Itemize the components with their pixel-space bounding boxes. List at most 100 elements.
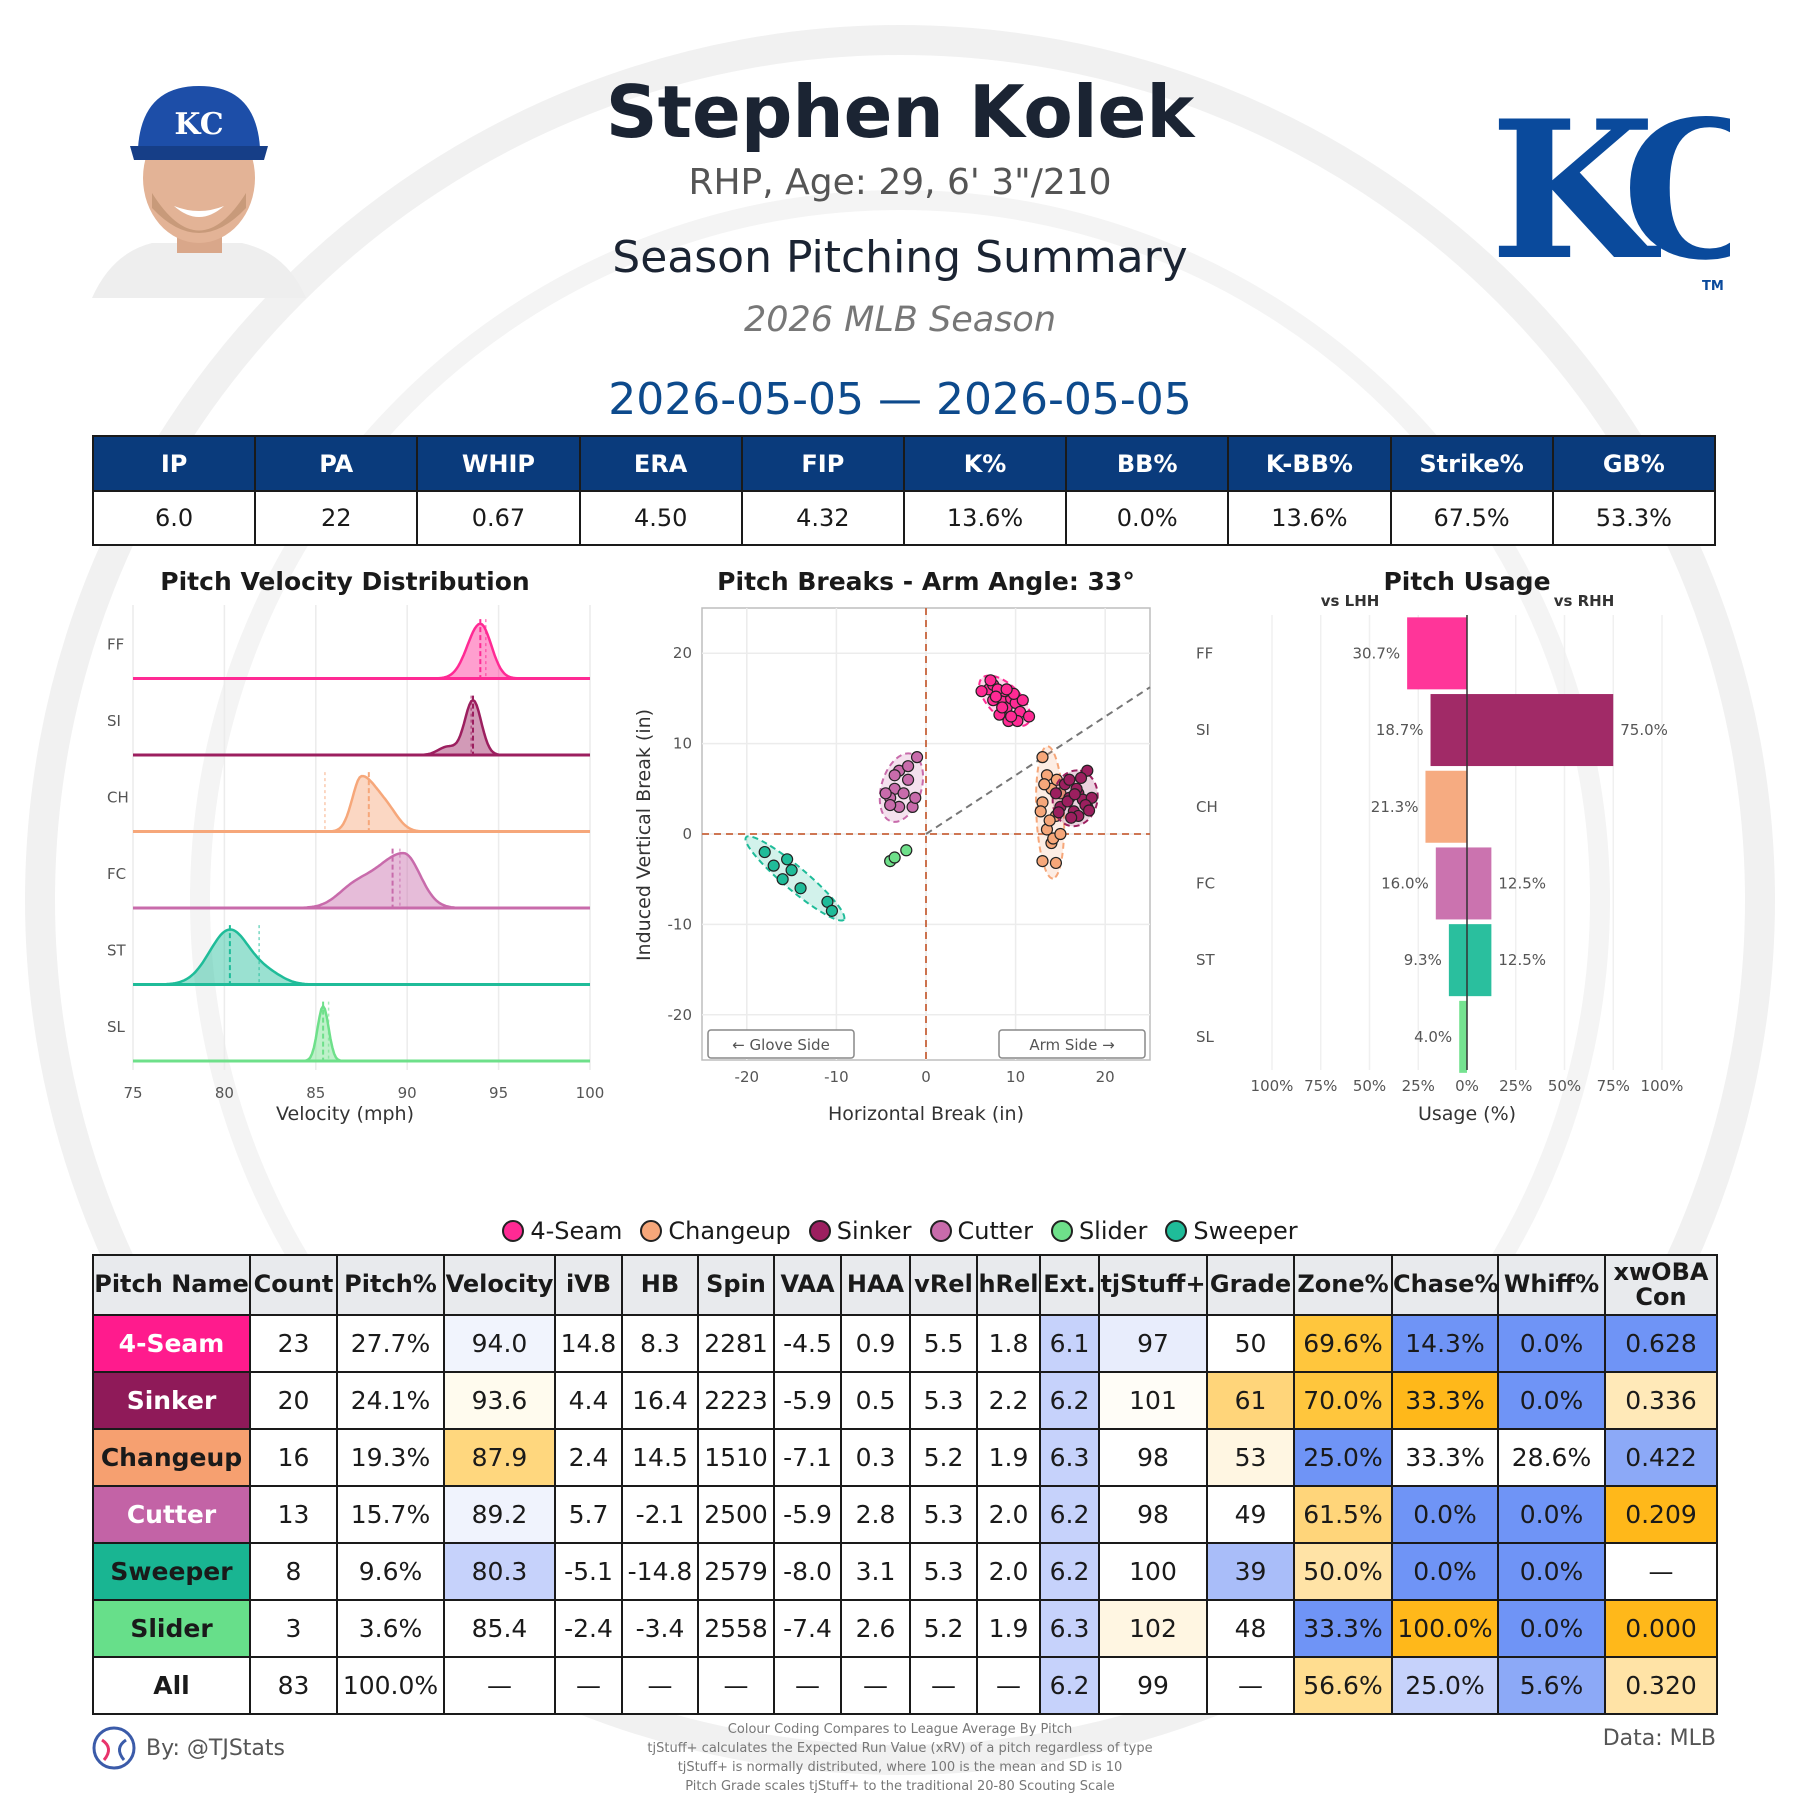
pitch-cell-vaa: -5.9 xyxy=(773,1371,842,1430)
usage-bar-lhh xyxy=(1448,924,1467,997)
pitch-cell-ext-: 6.3 xyxy=(1039,1428,1100,1487)
usage-row-fc: FC 16.0% 12.5% xyxy=(1196,847,1546,920)
pitch-cell-xwoba-con: 0.209 xyxy=(1604,1485,1718,1544)
breaks-point-ch xyxy=(1049,856,1063,870)
stats-header-bb-: BB% xyxy=(1065,435,1230,491)
stats-header-row: IP PA WHIP ERA FIP K% BB% K-BB% Strike% GB% xyxy=(91,435,1717,491)
pitch-cell-whiff-: 5.6% xyxy=(1497,1656,1606,1715)
pitch-cell-chase-: 14.3% xyxy=(1391,1314,1499,1373)
pitch-cell-xwoba-con: 0.000 xyxy=(1604,1599,1718,1658)
usage-row-ff: FF 30.7% xyxy=(1196,617,1467,690)
usage-bar-lhh xyxy=(1407,617,1467,690)
legend-marker xyxy=(640,1220,663,1242)
pitch-cell-whiff-: 0.0% xyxy=(1497,1542,1606,1601)
legend-item-fc: Cutter xyxy=(929,1217,1033,1245)
footer-note: tjStuff+ is normally distributed, where … xyxy=(677,1760,1123,1775)
velocity-row-label: ST xyxy=(107,941,127,959)
pitch-cell-grade: — xyxy=(1206,1656,1295,1715)
pitch-cell-pitch-: 9.6% xyxy=(336,1542,445,1601)
pitch-row-fc: Cutter 13 15.7% 89.2 5.7 -2.1 2500 -5.9 2.8 5.3 2.… xyxy=(92,1485,1718,1544)
pitch-cell-spin: 2558 xyxy=(697,1599,775,1658)
summary-title: Season Pitching Summary xyxy=(612,232,1188,283)
legend-marker xyxy=(1050,1220,1073,1242)
breaks-point-fc xyxy=(897,787,910,800)
breaks-point-ff xyxy=(984,674,997,687)
stats-header-k-: K% xyxy=(902,435,1068,491)
pitch-cell-vrel: 5.2 xyxy=(909,1599,978,1658)
pitch-col-ivb: iVB xyxy=(554,1254,623,1316)
breaks-point-st xyxy=(825,904,839,917)
breaks-point-ff xyxy=(975,685,988,698)
pitch-row-si: Sinker 20 24.1% 93.6 4.4 16.4 2223 -5.9 0.5 5.3 2.… xyxy=(92,1371,1718,1430)
pitch-col-velocity: Velocity xyxy=(443,1254,556,1316)
stats-header-whip: WHIP xyxy=(416,435,581,491)
velocity-row-sl: SL xyxy=(107,1001,590,1063)
pitch-col-tjstuff-: tjStuff+ xyxy=(1098,1254,1208,1316)
pitch-cell-spin: — xyxy=(697,1656,775,1715)
svg-text:Arm Side →: Arm Side → xyxy=(1029,1036,1114,1054)
pitch-cell-grade: 39 xyxy=(1206,1542,1295,1601)
usage-bar-lhh xyxy=(1435,847,1467,920)
pitch-col-hrel: hRel xyxy=(976,1254,1041,1316)
breaks-series-st xyxy=(744,835,846,922)
pitch-cell-ext-: 6.3 xyxy=(1039,1599,1100,1658)
velocity-row-ff: FF xyxy=(107,619,590,680)
pitch-cell-xwoba-con: 0.628 xyxy=(1604,1314,1718,1373)
pitch-cell-vaa: -8.0 xyxy=(773,1542,842,1601)
usage-chart-title: Pitch Usage xyxy=(1383,567,1550,596)
team-logo-lettering: KC xyxy=(1490,82,1730,302)
pitch-cell-vrel: 5.3 xyxy=(909,1542,978,1601)
trademark-mark: TM xyxy=(1702,279,1724,294)
pitch-cell-zone-: 33.3% xyxy=(1293,1599,1393,1658)
breaks-series-sl xyxy=(884,844,913,868)
velocity-x-tick: 95 xyxy=(489,1084,508,1102)
pitch-col-spin: Spin xyxy=(697,1254,775,1316)
stats-header-k-bb-: K-BB% xyxy=(1227,435,1392,491)
stats-header-gb-: GB% xyxy=(1551,435,1717,491)
legend-label: 4-Seam xyxy=(530,1217,623,1245)
pitch-cell-hb: — xyxy=(621,1656,699,1715)
breaks-point-st xyxy=(794,882,807,895)
stats-value-k-: 13.6% xyxy=(902,490,1068,546)
pitch-cell-ext-: 6.1 xyxy=(1039,1314,1100,1373)
breaks-x-tick: -10 xyxy=(824,1068,849,1086)
footer-note: Pitch Grade scales tjStuff+ to the tradi… xyxy=(685,1779,1115,1794)
breaks-y-tick: 0 xyxy=(682,825,692,843)
pitch-cell-grade: 61 xyxy=(1206,1371,1295,1430)
velocity-row-label: SI xyxy=(107,712,121,730)
breaks-point-fc xyxy=(884,798,897,812)
pitch-cell-velocity: 94.0 xyxy=(443,1314,556,1373)
breaks-point-ff xyxy=(996,701,1009,714)
arm-side-label: Arm Side → xyxy=(998,1029,1146,1059)
breaks-point-sl xyxy=(888,851,901,864)
pitch-cell-hrel: — xyxy=(976,1656,1041,1715)
pitch-cell-vrel: 5.2 xyxy=(909,1428,978,1487)
breaks-point-st xyxy=(781,853,794,866)
pitch-cell-vaa: -7.1 xyxy=(773,1428,842,1487)
velocity-x-tick: 80 xyxy=(215,1084,234,1102)
pitch-cell-hrel: 2.0 xyxy=(976,1542,1041,1601)
legend-marker xyxy=(1165,1220,1188,1242)
svg-text:← Glove Side: ← Glove Side xyxy=(732,1036,830,1054)
pitch-cell-grade: 48 xyxy=(1206,1599,1295,1658)
breaks-point-si xyxy=(1082,804,1096,817)
usage-row-label: CH xyxy=(1196,798,1218,816)
pitch-col-grade: Grade xyxy=(1206,1254,1295,1316)
legend-label: Sweeper xyxy=(1193,1217,1298,1245)
pitch-cell-tjstuff-: 102 xyxy=(1098,1599,1208,1658)
stats-header-strike-: Strike% xyxy=(1389,435,1554,491)
velocity-x-tick: 75 xyxy=(123,1084,142,1102)
pitch-cell-hrel: 1.9 xyxy=(976,1428,1041,1487)
velocity-row-fc: FC xyxy=(107,848,590,910)
pitch-cell-vaa: -4.5 xyxy=(773,1314,842,1373)
stats-header-era: ERA xyxy=(578,435,743,491)
breaks-point-ch xyxy=(1043,814,1056,827)
pitch-cell-hb: 8.3 xyxy=(621,1314,699,1373)
breaks-point-st xyxy=(785,864,798,877)
pitch-cell-tjstuff-: 98 xyxy=(1098,1485,1208,1544)
pitch-cell-tjstuff-: 101 xyxy=(1098,1371,1208,1430)
breaks-point-st xyxy=(767,859,780,872)
season-stats-table: IP PA WHIP ERA FIP K% BB% K-BB% Strike% GB% 6.0 22… xyxy=(91,435,1717,546)
pitch-cell-count: 16 xyxy=(249,1428,338,1487)
